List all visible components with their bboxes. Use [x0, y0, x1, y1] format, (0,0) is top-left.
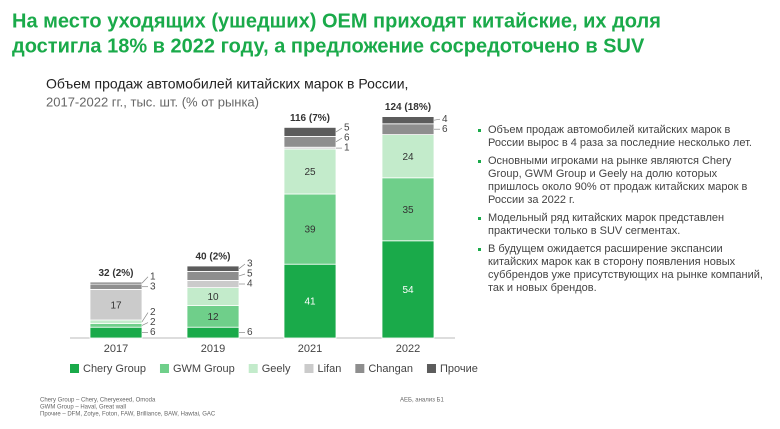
- data-label: 5: [247, 269, 253, 280]
- bullet: Объем продаж автомобилей китайских марок…: [478, 124, 763, 150]
- leader-line: [433, 118, 441, 121]
- x-tick-label: 2021: [298, 343, 322, 355]
- bar-segment: [381, 116, 435, 125]
- slide-title: На место уходящих (ушедших) OEM приходят…: [12, 10, 661, 32]
- data-label: 54: [402, 285, 414, 296]
- data-label: 1: [150, 271, 156, 282]
- data-label: 3: [150, 281, 156, 292]
- data-label: 25: [304, 167, 316, 178]
- x-tick-label: 2019: [201, 343, 225, 355]
- leader-line: [141, 322, 149, 326]
- chart-subtitle: 2017-2022 гг., тыс. шт. (% от рынка): [46, 94, 259, 109]
- data-label: 6: [442, 124, 448, 135]
- bar-segment: [186, 265, 240, 272]
- data-label: 17: [110, 300, 122, 311]
- slide-title: достигла 18% в 2022 году, а предложение …: [12, 35, 645, 57]
- data-label: 6: [247, 327, 253, 338]
- data-label: 24: [402, 152, 414, 163]
- bar-segment: [89, 283, 143, 290]
- leader-line: [335, 137, 343, 143]
- data-label: 2: [150, 317, 156, 328]
- legend-label: Прочие: [440, 363, 478, 375]
- bar-segment: [186, 279, 240, 288]
- data-label: 3: [247, 259, 253, 270]
- bar-segment: [186, 326, 240, 339]
- legend-swatch: [355, 364, 365, 373]
- data-label: 5: [344, 123, 350, 134]
- data-label: 35: [402, 205, 414, 216]
- legend-swatch: [426, 364, 436, 373]
- legend-swatch: [159, 364, 169, 373]
- data-label: 6: [344, 133, 350, 144]
- legend-label: Changan: [368, 363, 413, 375]
- bar-segment: [89, 281, 143, 285]
- bar-segment: [381, 134, 435, 179]
- bar-segment: [381, 177, 435, 242]
- chart-title: Объем продаж автомобилей китайских марок…: [46, 76, 408, 92]
- footnote: GWM Group – Haval, Great wall: [40, 405, 126, 411]
- leader-line: [141, 276, 149, 284]
- total-label: 124 (18%): [385, 102, 431, 113]
- data-label: 4: [442, 114, 448, 125]
- leader-line: [141, 312, 149, 322]
- bullet: Основными игроками на рынке являются Che…: [478, 155, 763, 207]
- x-tick-label: 2022: [396, 343, 420, 355]
- bar-segment: [381, 123, 435, 136]
- data-label: 12: [207, 312, 219, 323]
- data-label: 4: [247, 279, 253, 290]
- bar-segment: [283, 127, 337, 137]
- total-label: 32 (2%): [98, 268, 133, 279]
- data-label: 39: [304, 225, 316, 236]
- data-label: 2: [150, 307, 156, 318]
- footnote: Прочие – DFM, Zotye, Foton, FAW, Brillia…: [40, 412, 216, 418]
- legend-swatch: [304, 364, 314, 373]
- total-label: 40 (2%): [195, 252, 230, 263]
- x-tick-label: 2017: [104, 343, 128, 355]
- total-label: 116 (7%): [290, 113, 330, 124]
- bullet-list: Объем продаж автомобилей китайских марок…: [478, 124, 763, 300]
- leader-line: [238, 273, 246, 277]
- bullet: В будущем ожидается расширение экспансии…: [478, 243, 763, 295]
- bar-segment: [89, 323, 143, 328]
- footnote: Chery Group – Chery, Cheryexeed, Omoda: [40, 398, 156, 404]
- data-label: 1: [344, 143, 350, 154]
- bar-segment: [89, 326, 143, 339]
- bar-segment: [283, 148, 337, 195]
- data-label: 41: [304, 297, 316, 308]
- legend-label: Geely: [262, 363, 291, 375]
- bar-segment: [283, 135, 337, 148]
- data-label: 6: [150, 327, 156, 338]
- leader-line: [335, 127, 343, 133]
- bar-segment: [283, 263, 337, 339]
- bullet: Модельный ряд китайских марок представле…: [478, 212, 763, 238]
- legend-swatch: [248, 364, 258, 373]
- leader-line: [238, 263, 246, 269]
- bar-segment: [186, 270, 240, 281]
- bar-segment: [381, 240, 435, 339]
- legend-label: Lifan: [317, 363, 341, 375]
- source: АЕБ, анализ Б1: [400, 398, 444, 404]
- legend-label: Chery Group: [83, 363, 146, 375]
- legend-label: GWM Group: [173, 363, 235, 375]
- bar-segment: [283, 193, 337, 265]
- bar-segment: [89, 319, 143, 324]
- data-label: 10: [207, 292, 219, 303]
- bar-segment: [89, 288, 143, 321]
- legend-swatch: [70, 364, 79, 373]
